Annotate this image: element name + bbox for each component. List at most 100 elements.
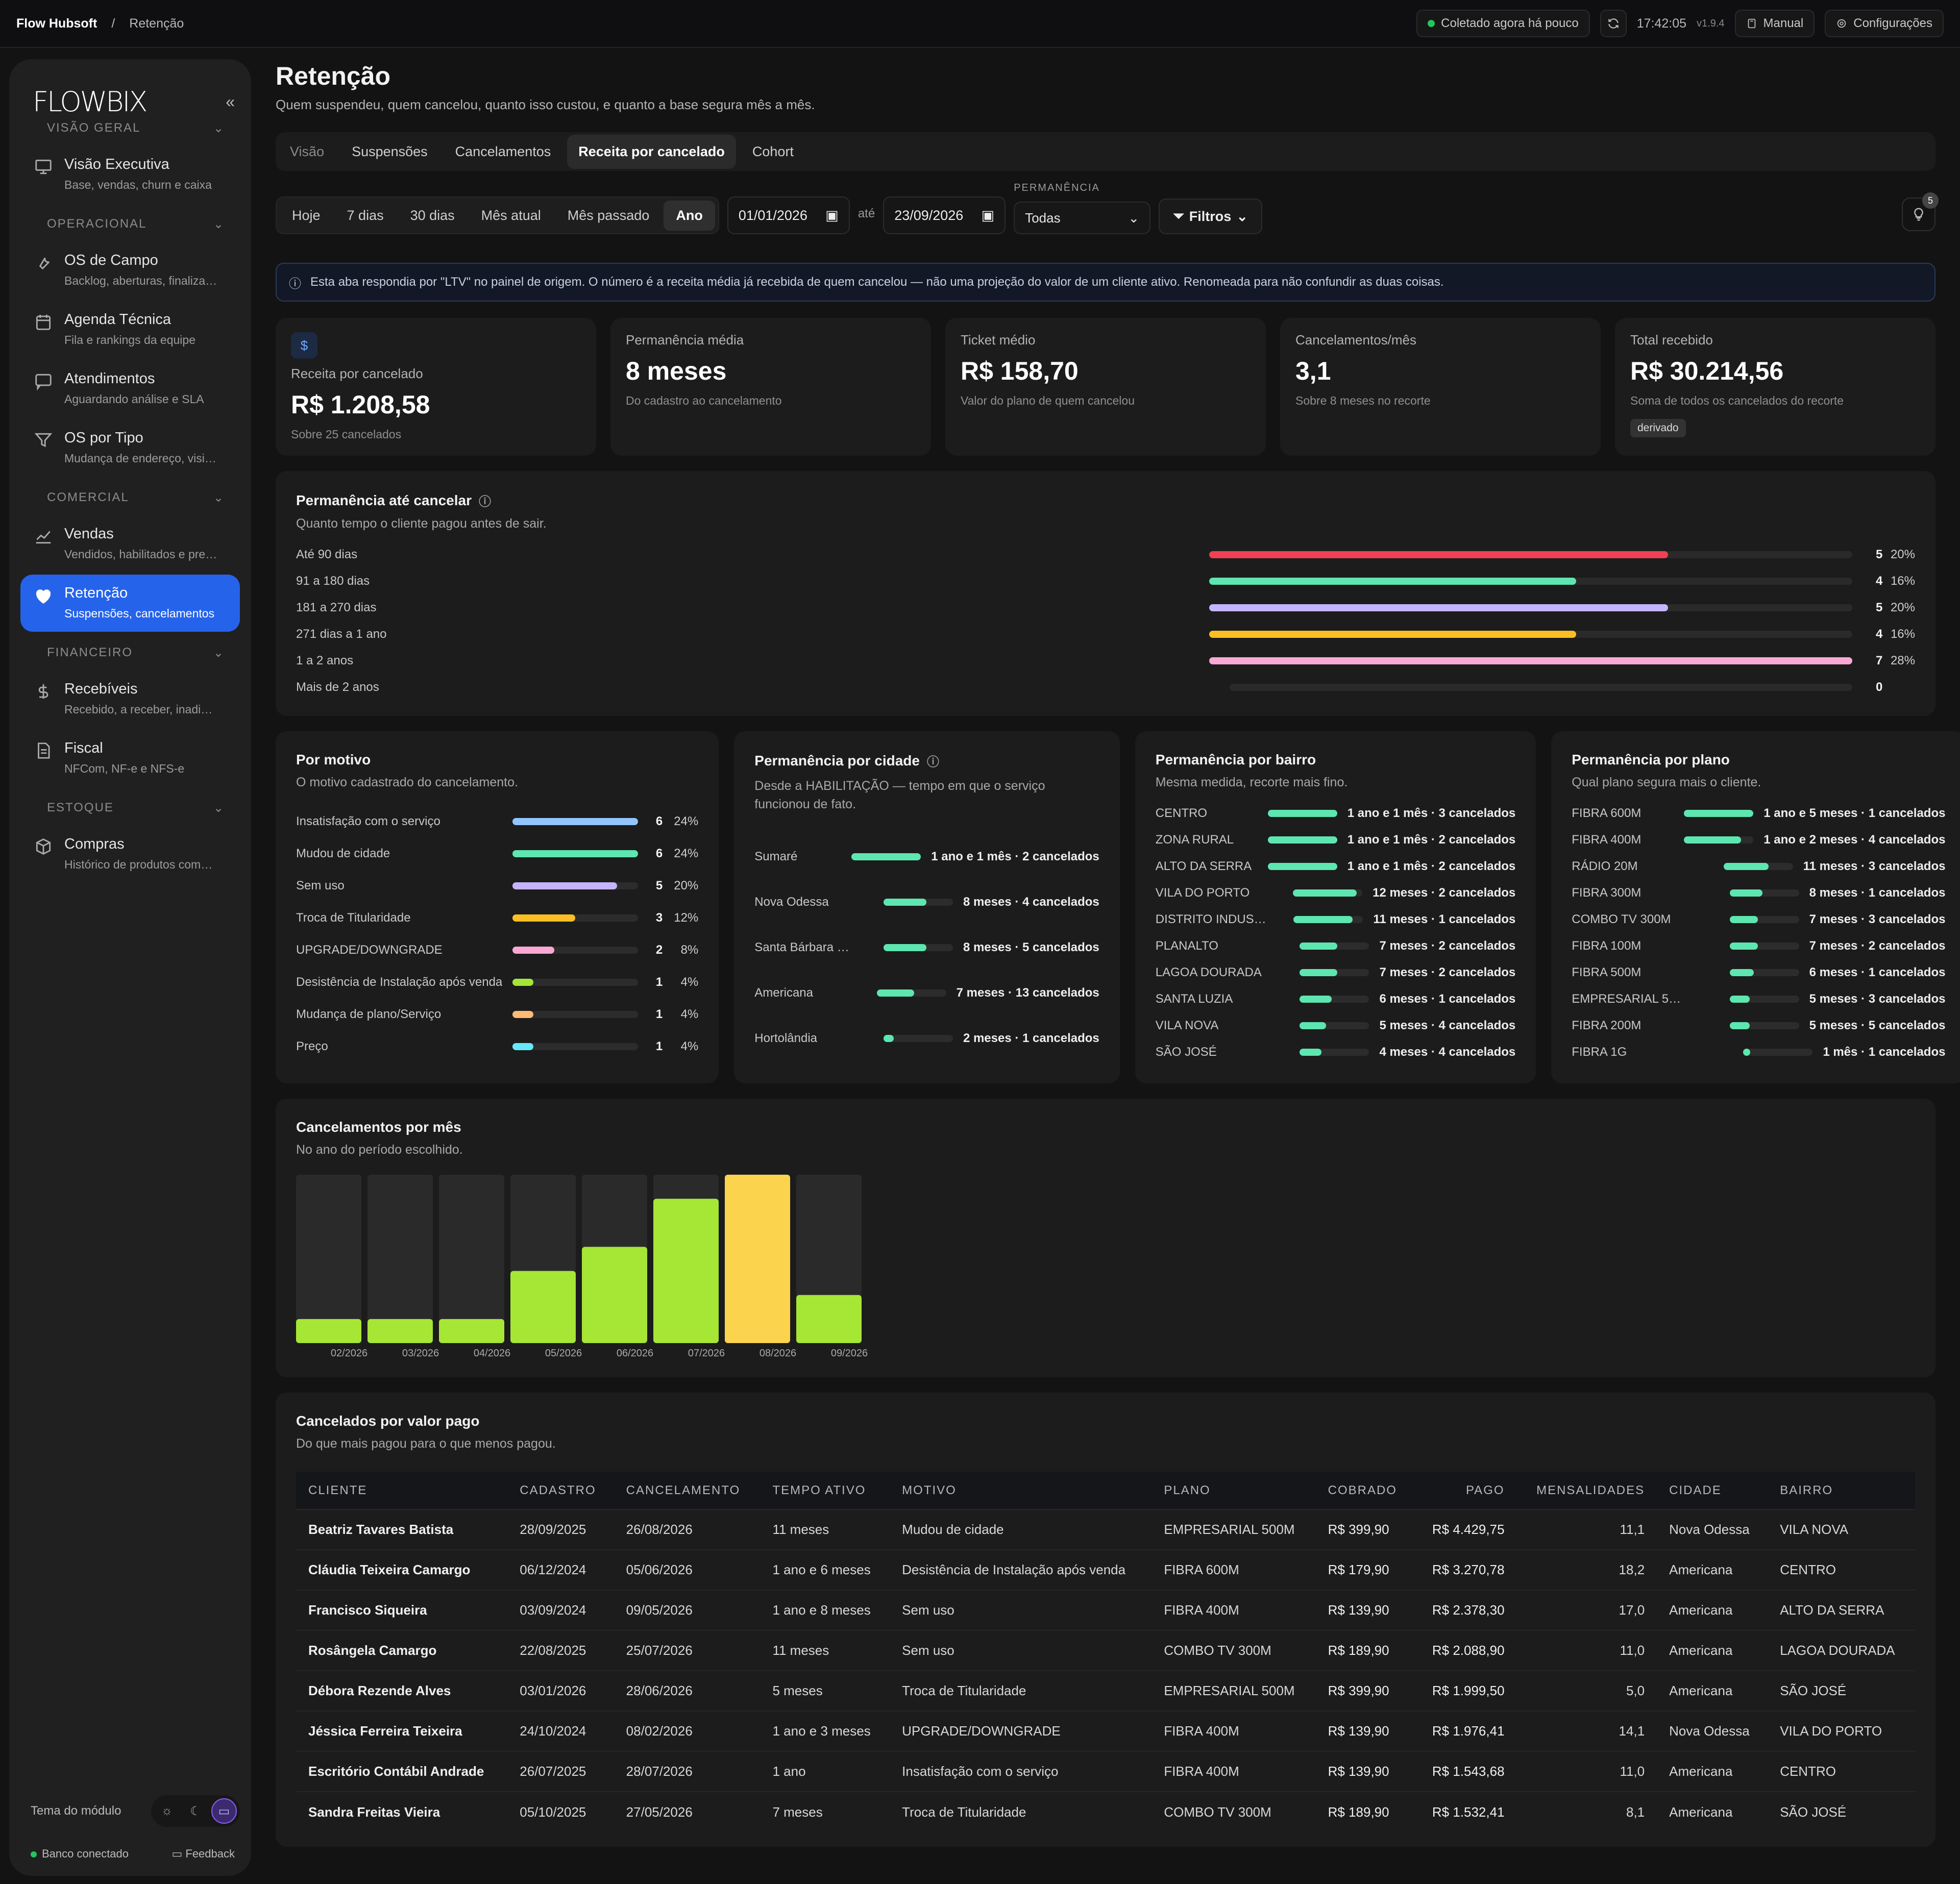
motivo-row-count: 1 bbox=[655, 975, 663, 989]
settings-button[interactable]: Configurações bbox=[1825, 10, 1944, 37]
tab-0[interactable]: Visão bbox=[290, 143, 325, 159]
sidebar-section-4[interactable]: ESTOQUE ⌄ bbox=[20, 790, 240, 826]
table-row[interactable]: Beatriz Tavares Batista 28/09/2025 26/08/2… bbox=[296, 1509, 1915, 1550]
monitor-icon[interactable]: ▭ bbox=[211, 1798, 237, 1824]
column-header[interactable]: PAGO bbox=[1465, 1483, 1505, 1497]
period-option-4[interactable]: Mês passado bbox=[567, 207, 650, 223]
sidebar-item-1-0[interactable]: OS de Campo Backlog, aberturas, finalizad… bbox=[20, 242, 240, 299]
sidebar-item-1-1[interactable]: Agenda Técnica Fila e rankings da equipe bbox=[20, 301, 240, 358]
tab-2[interactable]: Cancelamentos bbox=[455, 143, 551, 159]
bar-03/2026[interactable] bbox=[368, 1319, 433, 1343]
sidebar-item-sublabel: Aguardando análise e SLA bbox=[64, 392, 204, 406]
sidebar-section-3[interactable]: FINANCEIRO ⌄ bbox=[20, 635, 240, 671]
bar-04/2026[interactable] bbox=[439, 1319, 504, 1343]
table-row[interactable]: Francisco Siqueira 03/09/2024 09/05/2026 1 … bbox=[296, 1590, 1915, 1630]
breadcrumb-page: Retenção bbox=[129, 16, 184, 31]
permanencia-dropdown[interactable]: Todas ⌄ bbox=[1014, 202, 1151, 234]
table-cell: 28/06/2026 bbox=[614, 1670, 761, 1711]
breadcrumb-app[interactable]: Flow Hubsoft bbox=[16, 16, 97, 31]
bairro-card: Permanência por bairro Mesma medida, rec… bbox=[1135, 731, 1536, 1083]
sidebar-section-2[interactable]: COMERCIAL ⌄ bbox=[20, 480, 240, 515]
sidebar-section-0[interactable]: VISÃO GERAL ⌄ bbox=[20, 110, 240, 146]
sidebar-item-label: Visão Executiva bbox=[64, 156, 169, 172]
plano-bar-fill bbox=[1729, 969, 1754, 976]
breadcrumb-separator: / bbox=[111, 16, 115, 31]
sidebar-item-3-1[interactable]: Fiscal NFCom, NF-e e NFS-e bbox=[20, 730, 240, 787]
date-from-input[interactable]: 01/01/2026 ▣ bbox=[727, 196, 850, 234]
bar-08/2026[interactable] bbox=[725, 1175, 790, 1343]
collapse-sidebar-icon[interactable]: « bbox=[226, 92, 235, 111]
period-option-1[interactable]: 7 dias bbox=[347, 207, 384, 223]
status-dot-icon bbox=[1428, 20, 1435, 27]
sidebar-item-1-2[interactable]: Atendimentos Aguardando análise e SLA bbox=[20, 360, 240, 417]
motivo-row: Troca de Titularidade 3 12% bbox=[296, 902, 698, 934]
permanencia-row-label: 271 dias a 1 ano bbox=[296, 627, 387, 641]
table-row[interactable]: Escritório Contábil Andrade 26/07/2025 28/… bbox=[296, 1751, 1915, 1792]
permanencia-row-count: 7 bbox=[1876, 654, 1883, 667]
table-row[interactable]: Cláudia Teixeira Camargo 06/12/2024 05/06/… bbox=[296, 1549, 1915, 1590]
bairro-bar-fill bbox=[1300, 969, 1337, 976]
table-row[interactable]: Jéssica Ferreira Teixeira 24/10/2024 08/02… bbox=[296, 1711, 1915, 1751]
sidebar-item-4-0[interactable]: Compras Histórico de produtos comprados bbox=[20, 826, 240, 883]
bairro-rows: CENTRO 1 ano e 1 mês · 3 cancelados ZONA R… bbox=[1156, 800, 1516, 1065]
insights-button[interactable]: 5 bbox=[1902, 192, 1939, 231]
refresh-button[interactable] bbox=[1600, 10, 1627, 37]
bairro-bar-fill bbox=[1300, 943, 1337, 950]
bar-02/2026[interactable] bbox=[296, 1319, 361, 1343]
column-header[interactable]: CIDADE bbox=[1669, 1483, 1722, 1497]
feedback-button[interactable]: ▭ Feedback bbox=[172, 1847, 235, 1861]
table-row[interactable]: Sandra Freitas Vieira 05/10/2025 27/05/202… bbox=[296, 1791, 1915, 1832]
sidebar-item-label: OS de Campo bbox=[64, 252, 158, 268]
plano-subtitle: Qual plano segura mais o cliente. bbox=[1572, 775, 1761, 789]
bar-05/2026[interactable] bbox=[510, 1271, 576, 1343]
column-header[interactable]: TEMPO ATIVO bbox=[772, 1483, 866, 1497]
manual-button[interactable]: Manual bbox=[1734, 10, 1815, 37]
column-header[interactable]: BAIRRO bbox=[1780, 1483, 1833, 1497]
column-header[interactable]: MOTIVO bbox=[902, 1483, 957, 1497]
sidebar-item-3-0[interactable]: Recebíveis Recebido, a receber, inadimplê… bbox=[20, 671, 240, 728]
bar-track bbox=[296, 1175, 361, 1343]
date-to-input[interactable]: 23/09/2026 ▣ bbox=[883, 196, 1006, 234]
info-icon[interactable]: ⓘ bbox=[478, 495, 491, 509]
motivo-row: Sem uso 5 20% bbox=[296, 870, 698, 902]
info-icon[interactable]: ⓘ bbox=[926, 755, 939, 769]
chat-icon bbox=[34, 371, 53, 391]
cancelados-table-card: Cancelados por valor pago Do que mais pa… bbox=[276, 1393, 1935, 1847]
bairro-row-label: VILA DO PORTO bbox=[1155, 886, 1250, 900]
tab-3[interactable]: Receita por cancelado bbox=[567, 134, 736, 169]
sidebar-item-2-1[interactable]: Retenção Suspensões, cancelamentos bbox=[20, 575, 240, 632]
bar-09/2026[interactable] bbox=[796, 1295, 862, 1343]
moon-icon[interactable]: ☾ bbox=[190, 1804, 201, 1818]
tab-4[interactable]: Cohort bbox=[752, 143, 794, 159]
period-option-2[interactable]: 30 dias bbox=[410, 207, 455, 223]
column-header[interactable]: MENSALIDADES bbox=[1536, 1483, 1645, 1497]
column-header[interactable]: COBRADO bbox=[1328, 1483, 1397, 1497]
table-cell: R$ 179,90 bbox=[1315, 1549, 1415, 1590]
table-row[interactable]: Débora Rezende Alves 03/01/2026 28/06/2026… bbox=[296, 1670, 1915, 1711]
tab-1[interactable]: Suspensões bbox=[352, 143, 428, 159]
motivo-row-label: Mudança de plano/Serviço bbox=[296, 1007, 442, 1021]
bar-07/2026[interactable] bbox=[653, 1199, 719, 1343]
motivo-bar-track bbox=[512, 978, 639, 986]
sidebar-item-2-0[interactable]: Vendas Vendidos, habilitados e previstos bbox=[20, 515, 240, 573]
bar-06/2026[interactable] bbox=[582, 1247, 647, 1343]
table-row[interactable]: Rosângela Camargo 22/08/2025 25/07/2026 11 … bbox=[296, 1630, 1915, 1671]
sun-icon[interactable]: ☼ bbox=[161, 1804, 173, 1818]
period-option-5[interactable]: Ano bbox=[664, 200, 715, 231]
sidebar-item-0-0[interactable]: Visão Executiva Base, vendas, churn e cai… bbox=[20, 146, 240, 203]
bairro-bar-track bbox=[1267, 863, 1337, 870]
table-cell: R$ 399,90 bbox=[1315, 1670, 1415, 1711]
column-header[interactable]: PLANO bbox=[1164, 1483, 1211, 1497]
sidebar-section-1[interactable]: OPERACIONAL ⌄ bbox=[20, 206, 240, 242]
period-option-0[interactable]: Hoje bbox=[292, 207, 321, 223]
filters-button[interactable]: ⏷ Filtros ⌄ bbox=[1159, 199, 1262, 234]
column-header[interactable]: CANCELAMENTO bbox=[626, 1483, 741, 1497]
table-cell: Nova Odessa bbox=[1657, 1711, 1768, 1751]
column-header[interactable]: CADASTRO bbox=[520, 1483, 596, 1497]
sidebar-item-label: Retenção bbox=[64, 585, 128, 601]
chart-line-icon bbox=[34, 527, 53, 546]
sidebar-item-1-3[interactable]: OS por Tipo Mudança de endereço, visitas bbox=[20, 419, 240, 477]
plano-row-value: 1 ano e 5 meses · 1 cancelados bbox=[1763, 806, 1946, 820]
column-header[interactable]: CLIENTE bbox=[308, 1483, 368, 1497]
period-option-3[interactable]: Mês atual bbox=[481, 207, 541, 223]
